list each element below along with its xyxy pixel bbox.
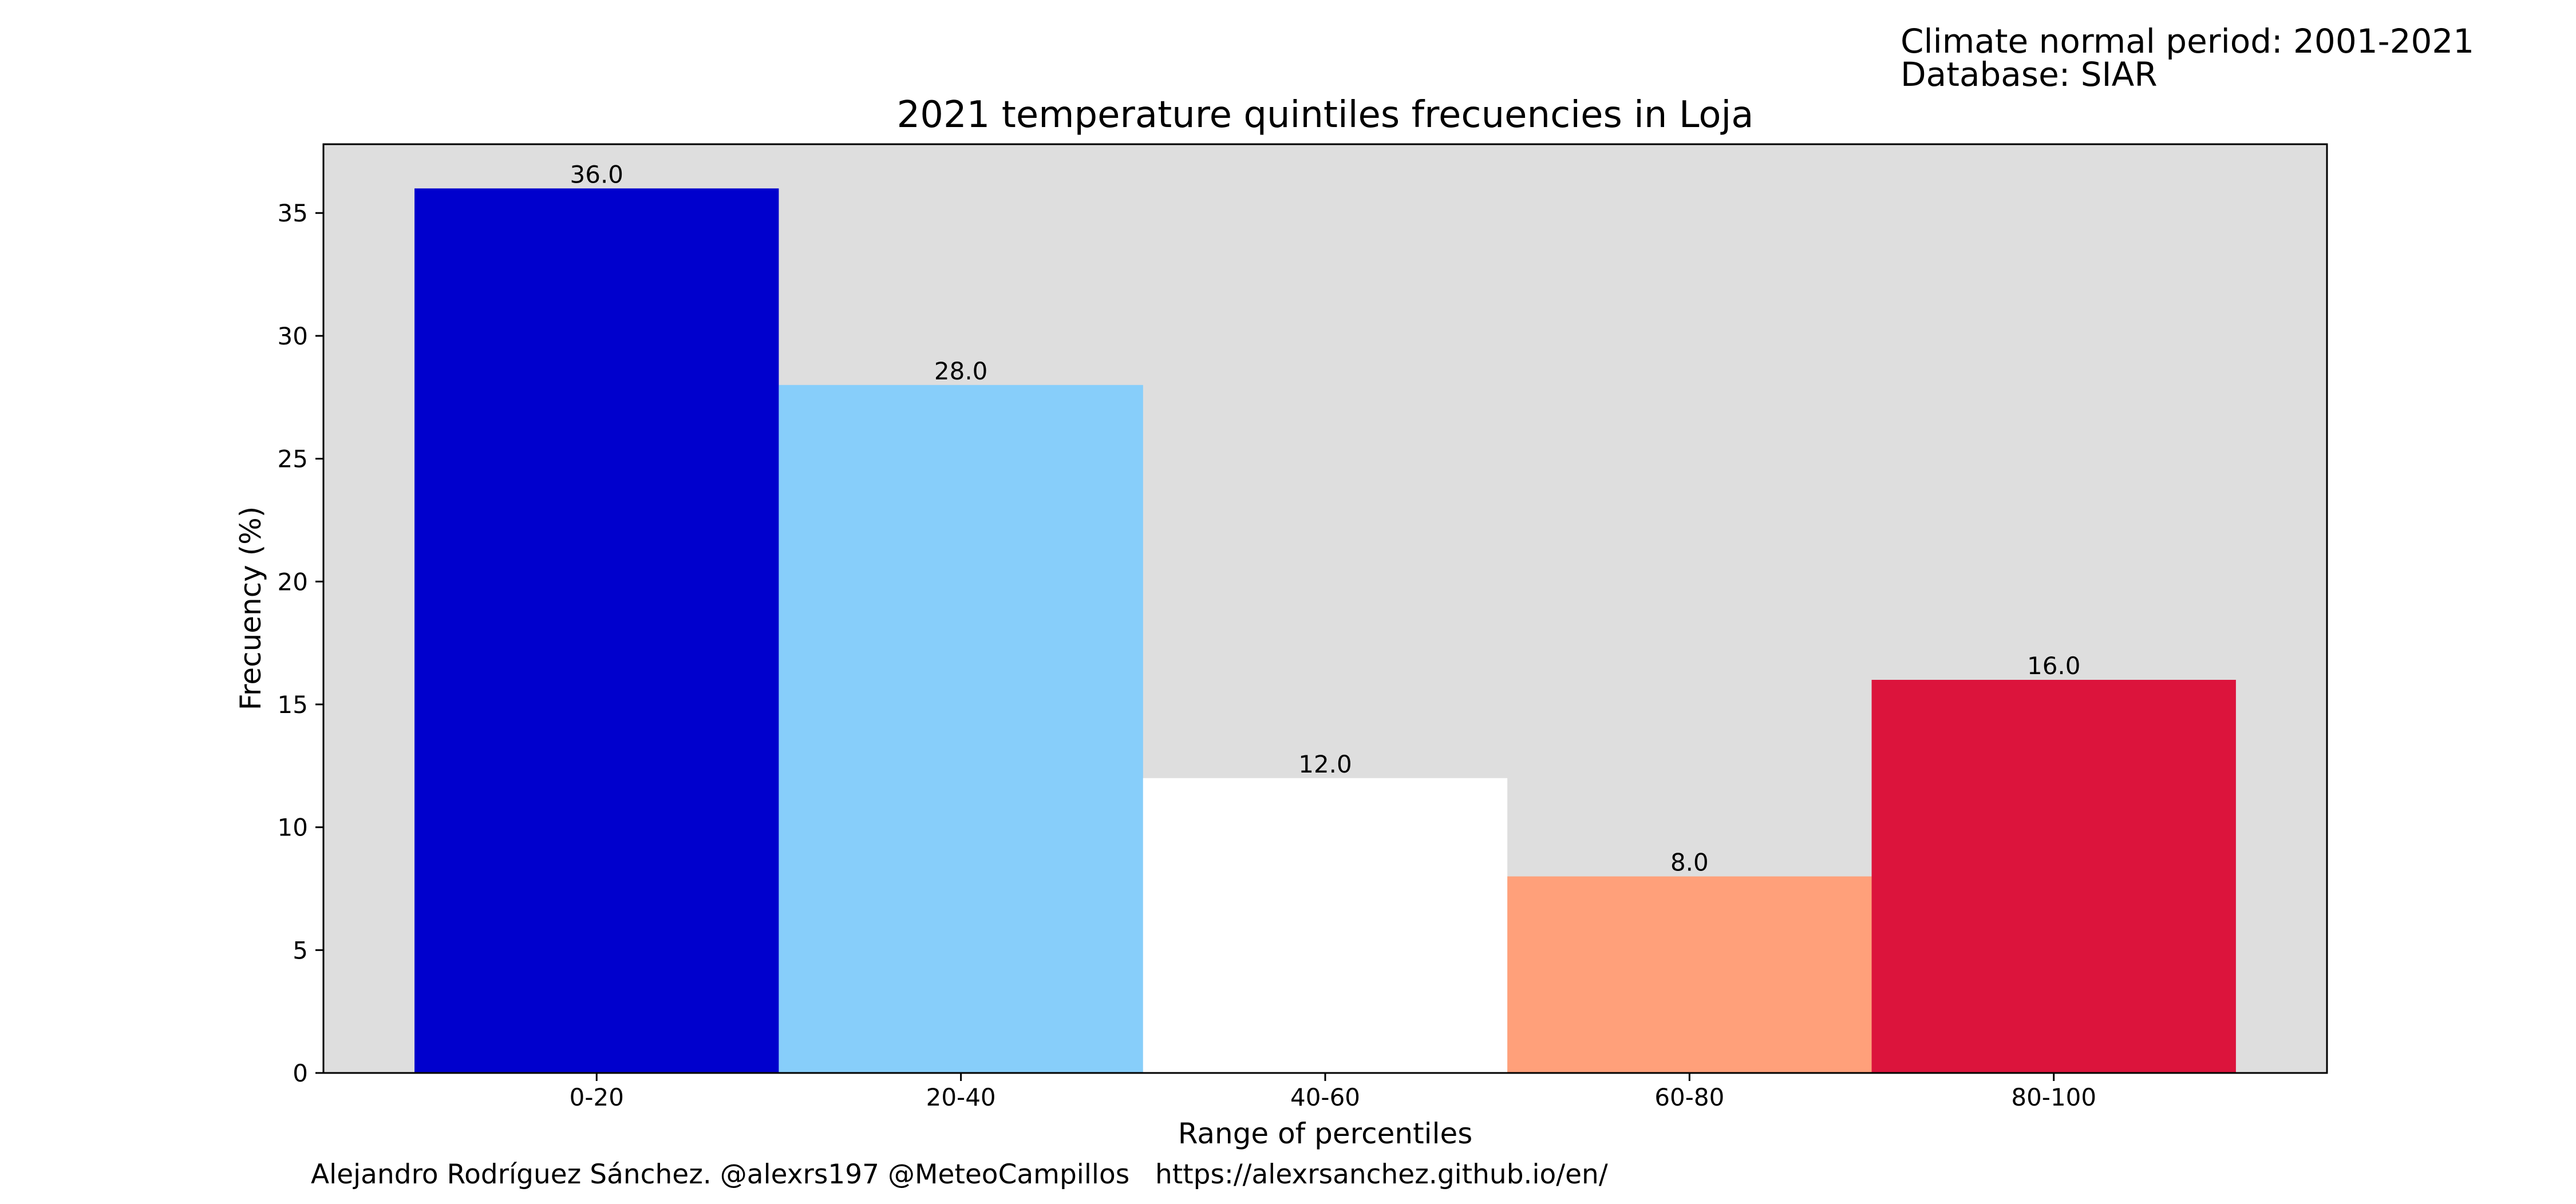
- y-tick-label: 30: [278, 322, 308, 350]
- x-tick-label: 0-20: [570, 1083, 624, 1111]
- y-tick-label: 10: [278, 814, 308, 842]
- chart-title: 2021 temperature quintiles frecuencies i…: [897, 94, 1754, 136]
- x-axis-ticks: 0-20 20-40 40-60 60-80 80-100: [570, 1073, 2096, 1111]
- y-tick-label: 5: [293, 936, 308, 964]
- climate-period-note: Climate normal period: 2001-2021: [1901, 22, 2474, 61]
- bar-40-60: [1143, 778, 1508, 1073]
- database-note: Database: SIAR: [1901, 55, 2158, 94]
- footer-credit: Alejandro Rodríguez Sánchez. @alexrs197 …: [311, 1159, 1608, 1190]
- y-tick-label: 15: [278, 691, 308, 719]
- bars-group: [414, 188, 2236, 1074]
- bar-labels-group: 36.0 28.0 12.0 8.0 16.0: [570, 160, 2081, 876]
- bar-value-label: 28.0: [934, 357, 988, 385]
- y-tick-label: 25: [278, 445, 308, 473]
- bar-value-label: 36.0: [570, 160, 624, 188]
- bar-value-label: 8.0: [1670, 849, 1709, 877]
- y-tick-label: 0: [293, 1059, 308, 1087]
- bar-value-label: 12.0: [1298, 750, 1352, 778]
- x-tick-label: 40-60: [1290, 1083, 1360, 1111]
- y-tick-label: 20: [278, 568, 308, 596]
- bar-60-80: [1507, 876, 1872, 1073]
- y-axis-label: Frecuency (%): [234, 506, 267, 710]
- x-tick-label: 80-100: [2011, 1083, 2096, 1111]
- bar-value-label: 16.0: [2027, 652, 2081, 680]
- bar-20-40: [779, 385, 1143, 1073]
- x-tick-label: 60-80: [1654, 1083, 1724, 1111]
- y-tick-label: 35: [278, 199, 308, 227]
- bar-80-100: [1871, 680, 2236, 1073]
- x-tick-label: 20-40: [926, 1083, 996, 1111]
- x-axis-label: Range of percentiles: [1178, 1117, 1473, 1150]
- y-axis-ticks: 0 5 10 15 20 25 30 35: [278, 199, 323, 1087]
- bar-0-20: [414, 188, 779, 1074]
